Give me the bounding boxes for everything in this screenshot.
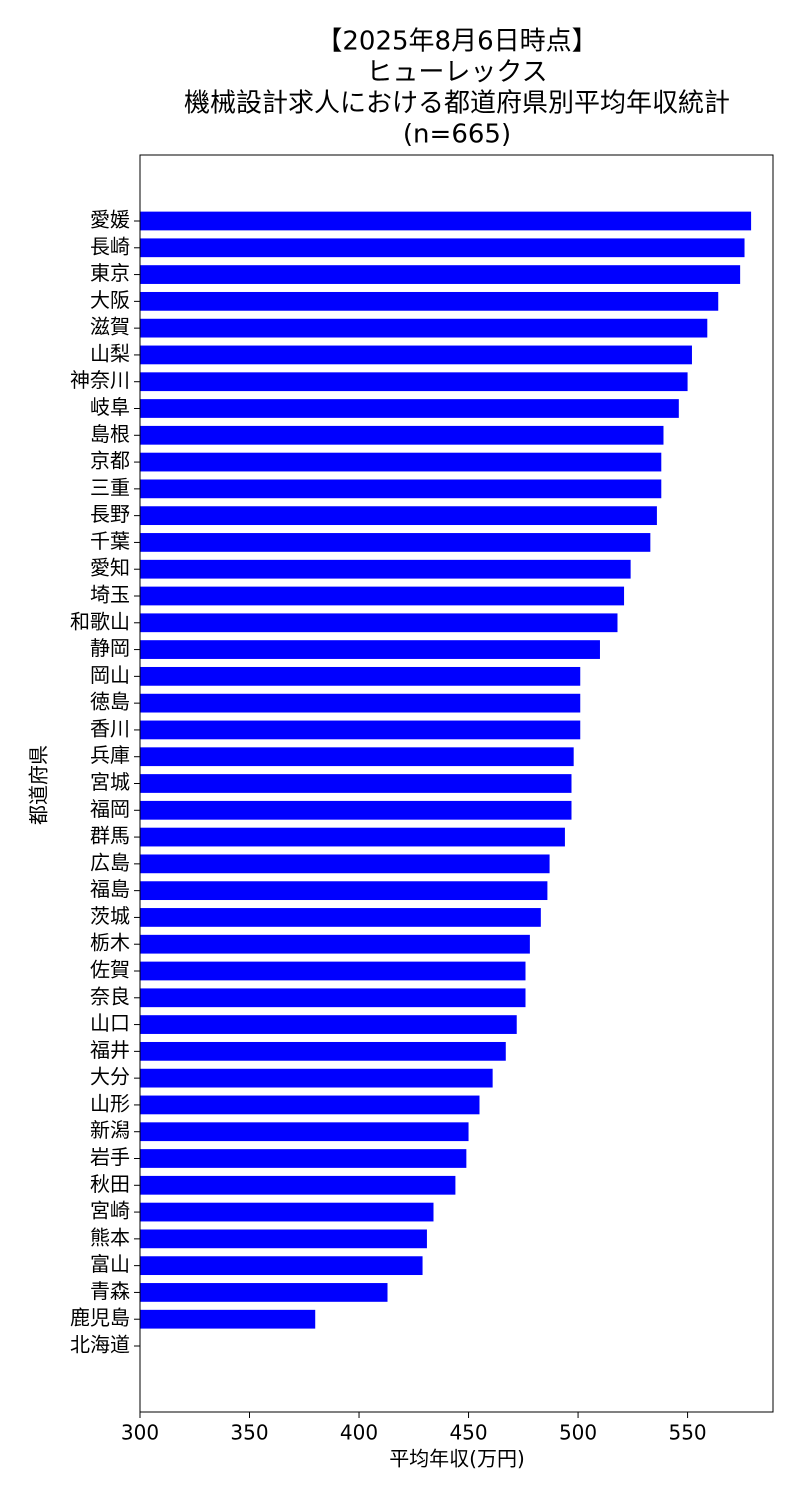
- bar: [140, 1015, 517, 1034]
- y-tick-label: 秋田: [90, 1172, 130, 1196]
- bar: [140, 425, 664, 445]
- bar: [140, 1202, 434, 1222]
- bar: [140, 720, 581, 740]
- y-tick-label: 新潟: [90, 1118, 130, 1142]
- chart-title: 機械設計求人における都道府県別平均年収統計: [184, 89, 730, 119]
- y-tick-label: 栃木: [90, 931, 130, 955]
- x-tick-label: 400: [340, 1421, 378, 1445]
- bar: [140, 1041, 506, 1061]
- y-tick-label: 群馬: [90, 824, 130, 848]
- bar: [140, 774, 572, 793]
- y-tick-label: 山形: [90, 1091, 130, 1115]
- y-tick-label: 広島: [90, 850, 130, 874]
- y-tick-label: 福島: [90, 877, 130, 901]
- bar: [140, 1122, 469, 1142]
- bar: [140, 559, 631, 579]
- y-tick-label: 三重: [90, 475, 130, 499]
- bar: [140, 533, 651, 552]
- y-tick-label: 山梨: [90, 341, 130, 365]
- bar: [140, 265, 741, 284]
- y-tick-label: 青森: [90, 1279, 130, 1303]
- y-tick-label: 富山: [90, 1252, 130, 1276]
- y-tick-label: 奈良: [90, 984, 130, 1008]
- bar: [140, 961, 526, 981]
- bar: [140, 291, 719, 311]
- y-tick-label: 愛媛: [90, 208, 130, 232]
- y-tick-label: 佐賀: [90, 958, 130, 982]
- y-tick-label: 福井: [90, 1038, 130, 1062]
- chart-title: 【2025年8月6日時点】: [316, 27, 597, 57]
- y-tick-label: 宮城: [90, 770, 130, 794]
- y-tick-label: 島根: [90, 422, 130, 446]
- bar: [140, 372, 688, 392]
- bar: [140, 988, 526, 1008]
- bar: [140, 1149, 467, 1168]
- bar: [140, 1283, 388, 1302]
- bar: [140, 800, 572, 820]
- bar: [140, 1256, 423, 1276]
- y-tick-label: 岡山: [90, 663, 130, 687]
- y-tick-label: 鹿児島: [70, 1306, 130, 1330]
- x-tick-label: 350: [230, 1421, 268, 1445]
- bar: [140, 399, 679, 418]
- x-tick-label: 550: [668, 1421, 706, 1445]
- y-tick-label: 熊本: [90, 1225, 130, 1249]
- y-tick-label: 埼玉: [90, 583, 130, 607]
- bar: [140, 854, 550, 874]
- y-tick-label: 岩手: [90, 1145, 130, 1169]
- bar: [140, 345, 692, 365]
- chart-title: (n=665): [403, 120, 511, 150]
- y-tick-label: 長崎: [90, 234, 130, 258]
- bar: [140, 747, 574, 767]
- bar: [140, 613, 618, 633]
- y-tick-label: 茨城: [90, 904, 130, 928]
- bar: [140, 881, 548, 901]
- y-tick-label: 北海道: [70, 1333, 130, 1357]
- x-tick-label: 300: [121, 1421, 159, 1445]
- y-tick-label: 東京: [90, 261, 130, 285]
- y-tick-label: 静岡: [90, 636, 130, 660]
- y-tick-label: 愛知: [90, 556, 130, 580]
- bar: [140, 1095, 480, 1115]
- y-tick-label: 長野: [90, 502, 130, 526]
- x-tick-label: 450: [449, 1421, 487, 1445]
- y-tick-label: 千葉: [90, 529, 130, 553]
- y-tick-label: 香川: [90, 716, 130, 740]
- bar: [140, 1229, 427, 1249]
- y-tick-label: 大分: [90, 1065, 130, 1089]
- y-tick-label: 山口: [90, 1011, 130, 1035]
- chart-title: ヒューレックス: [366, 58, 547, 88]
- y-tick-label: 神奈川: [70, 368, 130, 392]
- x-tick-label: 500: [559, 1421, 597, 1445]
- y-tick-label: 京都: [90, 449, 130, 473]
- y-axis-label: 都道府県: [27, 745, 51, 825]
- bar: [140, 452, 662, 472]
- y-tick-label: 兵庫: [90, 743, 130, 767]
- bar: [140, 238, 745, 258]
- y-tick-label: 滋賀: [90, 315, 130, 339]
- bar: [140, 479, 662, 499]
- y-tick-label: 岐阜: [90, 395, 130, 419]
- bar: [140, 827, 565, 847]
- bar: [140, 586, 625, 606]
- bar: [140, 1175, 456, 1195]
- y-tick-label: 和歌山: [70, 609, 130, 633]
- y-tick-label: 福岡: [90, 797, 130, 821]
- bar: [140, 934, 530, 954]
- bar: [140, 318, 708, 338]
- bar: [140, 506, 657, 526]
- y-tick-label: 宮崎: [90, 1199, 130, 1223]
- y-tick-label: 徳島: [90, 690, 130, 714]
- bar: [140, 666, 581, 686]
- bar: [140, 640, 600, 659]
- bar: [140, 1309, 316, 1329]
- x-axis-label: 平均年収(万円): [389, 1447, 525, 1471]
- bar: [140, 908, 541, 927]
- bar: [140, 693, 581, 713]
- plot-frame: [139, 154, 774, 1413]
- bar: [140, 1068, 493, 1088]
- bar: [140, 211, 752, 231]
- y-tick-label: 大阪: [90, 288, 130, 312]
